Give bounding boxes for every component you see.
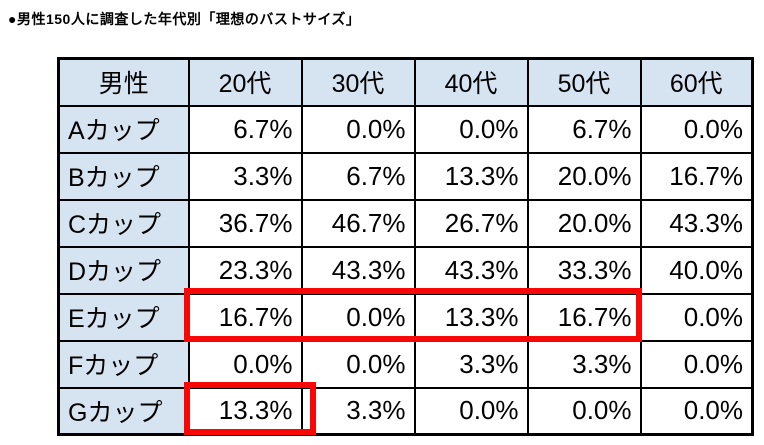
data-cell: 0.0% (187, 339, 303, 389)
row-label-cell: Fカップ (57, 339, 190, 389)
data-cell: 3.3% (300, 386, 416, 436)
table-row-d-cup: Dカップ 23.3% 43.3% 43.3% 33.3% 40.0% (57, 245, 754, 295)
row-label-cell: Bカップ (57, 151, 190, 201)
data-cell: 36.7% (187, 198, 303, 248)
table-row-c-cup: Cカップ 36.7% 46.7% 26.7% 20.0% 43.3% (57, 198, 754, 248)
page-title: ●男性150人に調査した年代別「理想のバストサイズ」 (8, 11, 361, 27)
data-cell: 0.0% (300, 292, 416, 342)
data-cell: 33.3% (526, 245, 642, 295)
data-cell: 0.0% (300, 339, 416, 389)
data-cell: 43.3% (413, 245, 529, 295)
data-cell: 26.7% (413, 198, 529, 248)
table-row-b-cup: Bカップ 3.3% 6.7% 13.3% 20.0% 16.7% (57, 151, 754, 201)
table-row-g-cup: Gカップ 13.3% 3.3% 0.0% 0.0% 0.0% (57, 386, 754, 436)
data-cell: 46.7% (300, 198, 416, 248)
survey-table: 男性 20代 30代 40代 50代 60代 Aカップ 6.7% 0.0% 0.… (57, 57, 754, 436)
data-cell: 23.3% (187, 245, 303, 295)
data-cell: 6.7% (300, 151, 416, 201)
data-cell: 13.3% (413, 292, 529, 342)
row-label-cell: Cカップ (57, 198, 190, 248)
row-label-cell: Dカップ (57, 245, 190, 295)
data-cell: 0.0% (413, 104, 529, 154)
data-cell: 3.3% (187, 151, 303, 201)
data-cell: 0.0% (639, 339, 754, 389)
header-cell-40s: 40代 (413, 57, 529, 107)
header-cell-60s: 60代 (639, 57, 754, 107)
row-label-cell: Aカップ (57, 104, 190, 154)
data-cell: 13.3% (413, 151, 529, 201)
data-cell: 0.0% (300, 104, 416, 154)
data-cell: 0.0% (526, 386, 642, 436)
data-cell: 0.0% (639, 292, 754, 342)
data-cell: 43.3% (300, 245, 416, 295)
data-cell: 13.3% (187, 386, 303, 436)
table-header-row: 男性 20代 30代 40代 50代 60代 (57, 57, 754, 107)
data-cell: 3.3% (413, 339, 529, 389)
data-cell: 40.0% (639, 245, 754, 295)
data-cell: 6.7% (187, 104, 303, 154)
table-row-a-cup: Aカップ 6.7% 0.0% 0.0% 6.7% 0.0% (57, 104, 754, 154)
data-cell: 43.3% (639, 198, 754, 248)
data-cell: 16.7% (187, 292, 303, 342)
data-cell: 0.0% (639, 104, 754, 154)
header-cell-50s: 50代 (526, 57, 642, 107)
row-label-cell: Gカップ (57, 386, 190, 436)
data-cell: 16.7% (639, 151, 754, 201)
header-cell-gender: 男性 (57, 57, 190, 107)
data-cell: 0.0% (413, 386, 529, 436)
table-row-e-cup: Eカップ 16.7% 0.0% 13.3% 16.7% 0.0% (57, 292, 754, 342)
table-row-f-cup: Fカップ 0.0% 0.0% 3.3% 3.3% 0.0% (57, 339, 754, 389)
row-label-cell: Eカップ (57, 292, 190, 342)
data-cell: 20.0% (526, 151, 642, 201)
header-cell-30s: 30代 (300, 57, 416, 107)
data-cell: 3.3% (526, 339, 642, 389)
header-cell-20s: 20代 (187, 57, 303, 107)
data-cell: 20.0% (526, 198, 642, 248)
data-cell: 0.0% (639, 386, 754, 436)
data-cell: 6.7% (526, 104, 642, 154)
data-cell: 16.7% (526, 292, 642, 342)
